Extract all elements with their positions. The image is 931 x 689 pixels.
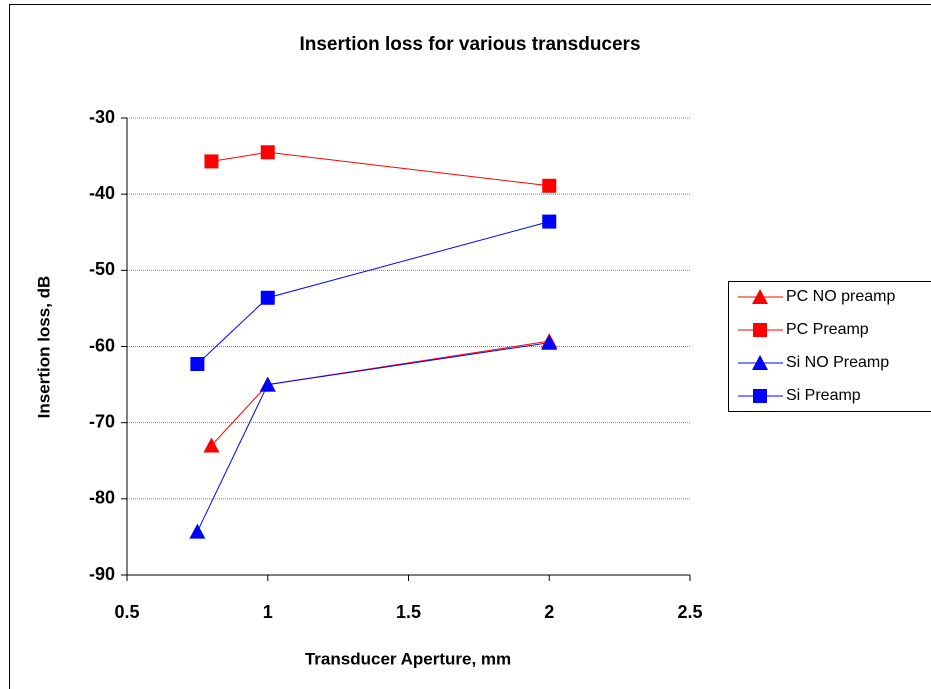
x-tick-label: 2 [544, 602, 554, 622]
x-tick-label: 1 [263, 602, 273, 622]
y-tick-label: -90 [89, 564, 115, 584]
chart-title: Insertion loss for various transducers [299, 34, 640, 55]
marker [752, 289, 768, 304]
marker [259, 376, 276, 392]
marker [260, 290, 275, 305]
x-tick-label: 0.5 [114, 602, 139, 622]
marker [542, 178, 557, 193]
x-tick-label: 1.5 [396, 602, 421, 622]
y-tick-label: -50 [89, 259, 115, 279]
y-tick-label: -40 [89, 183, 115, 203]
marker [753, 323, 767, 337]
x-axis-label: Transducer Aperture, mm [305, 649, 511, 668]
y-tick-label: -30 [89, 107, 115, 127]
legend-label: PC NO preamp [786, 288, 895, 305]
legend-label: Si Preamp [786, 387, 861, 404]
legend-label: Si NO Preamp [786, 354, 889, 371]
x-tick-label: 2.5 [677, 602, 702, 622]
marker [752, 355, 768, 370]
marker [190, 357, 205, 372]
y-tick-label: -80 [89, 488, 115, 508]
legend-label: PC Preamp [786, 321, 869, 338]
marker [189, 523, 206, 539]
marker [541, 334, 558, 350]
y-tick-label: -60 [89, 335, 115, 355]
marker [260, 145, 275, 160]
marker [204, 154, 219, 169]
y-tick-label: -70 [89, 411, 115, 431]
marker [542, 214, 557, 229]
marker [753, 389, 767, 403]
marker [203, 437, 220, 453]
y-axis-label: Insertion loss, dB [34, 276, 53, 419]
